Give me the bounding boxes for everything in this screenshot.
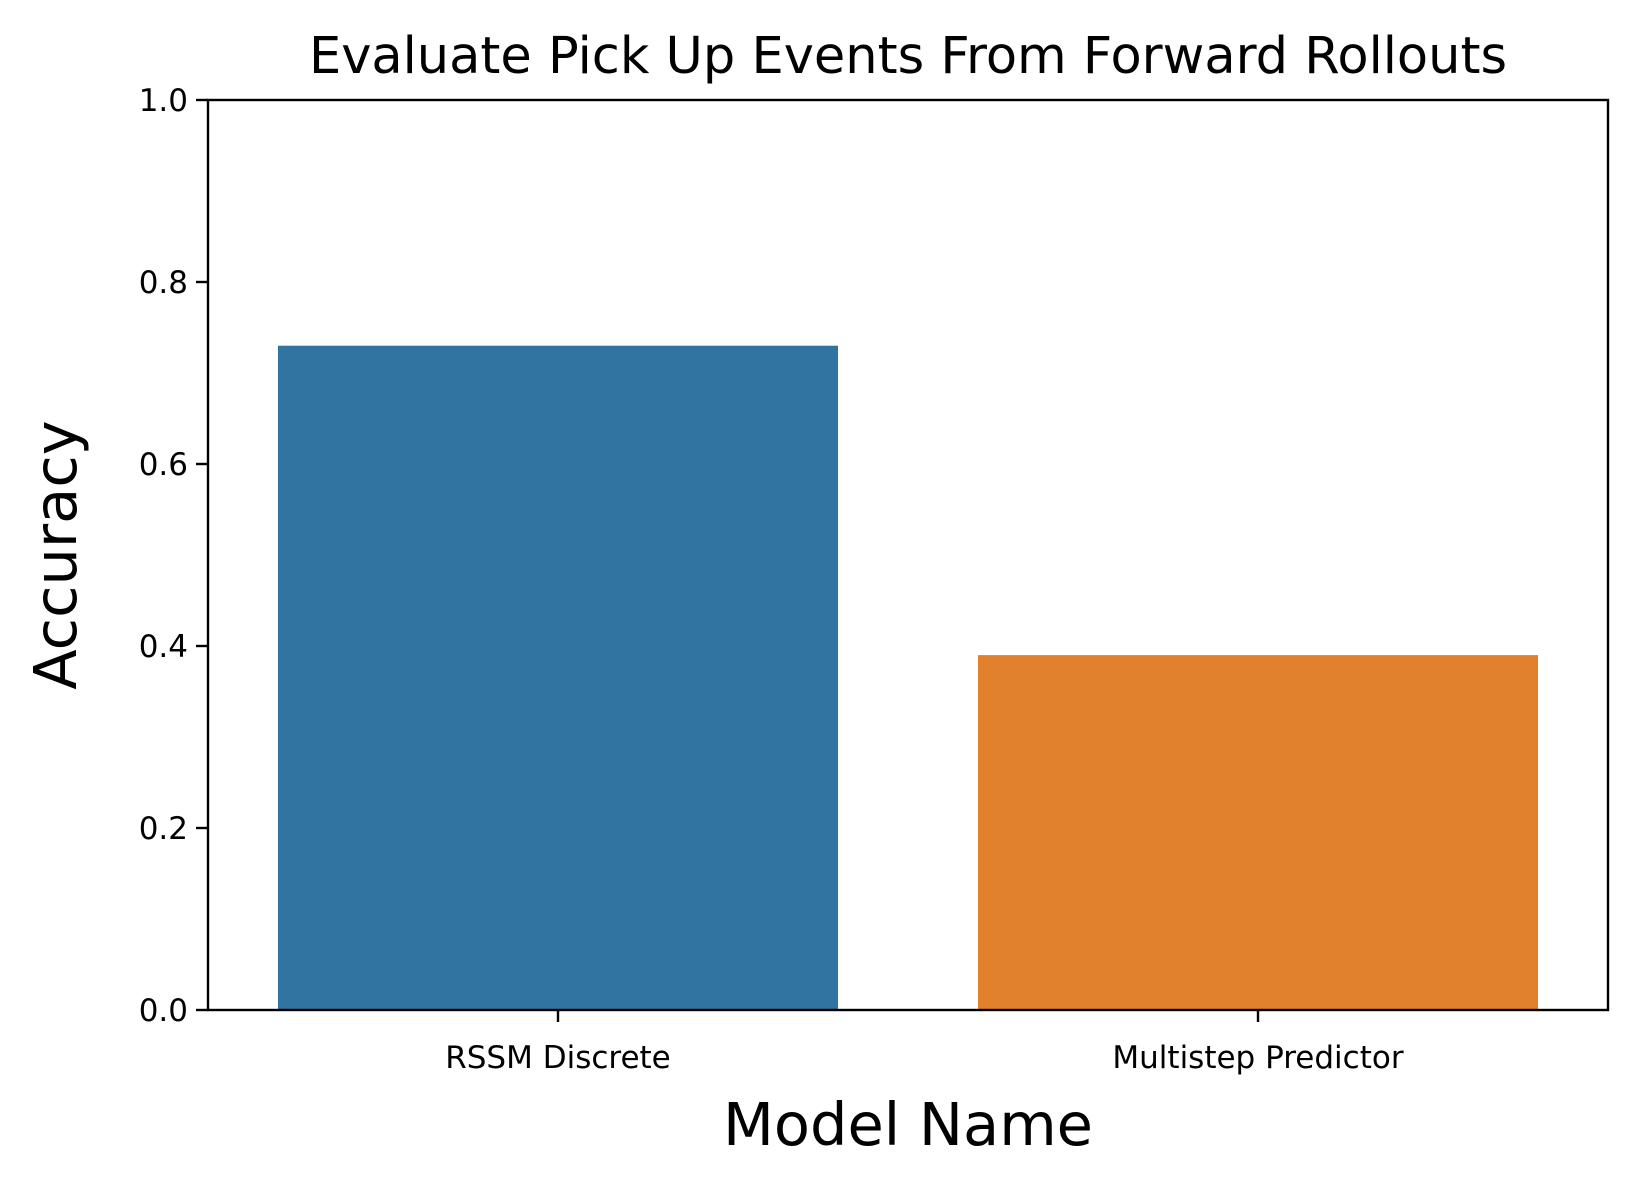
- y-tick-label: 1.0: [139, 83, 188, 119]
- chart-title: Evaluate Pick Up Events From Forward Rol…: [309, 27, 1507, 86]
- y-tick-label: 0.0: [139, 993, 188, 1029]
- y-tick-label: 0.2: [139, 811, 188, 847]
- bar-rssm-discrete: [278, 345, 838, 1010]
- x-tick-label: Multistep Predictor: [1112, 1040, 1403, 1076]
- x-tick-label: RSSM Discrete: [445, 1040, 671, 1076]
- bar-multistep-predictor: [978, 655, 1538, 1010]
- y-tick-label: 0.4: [139, 629, 188, 665]
- x-axis: RSSM Discrete Multistep Predictor: [445, 1010, 1404, 1076]
- y-tick-label: 0.8: [139, 265, 188, 301]
- bars-group: [278, 345, 1538, 1010]
- plot-area-frame: [206, 98, 1610, 1012]
- y-axis: 0.0 0.2 0.4 0.6 0.8 1.0: [139, 83, 208, 1029]
- y-tick-label: 0.6: [139, 447, 188, 483]
- y-axis-label: Accuracy: [21, 420, 90, 689]
- x-axis-label: Model Name: [723, 1090, 1093, 1159]
